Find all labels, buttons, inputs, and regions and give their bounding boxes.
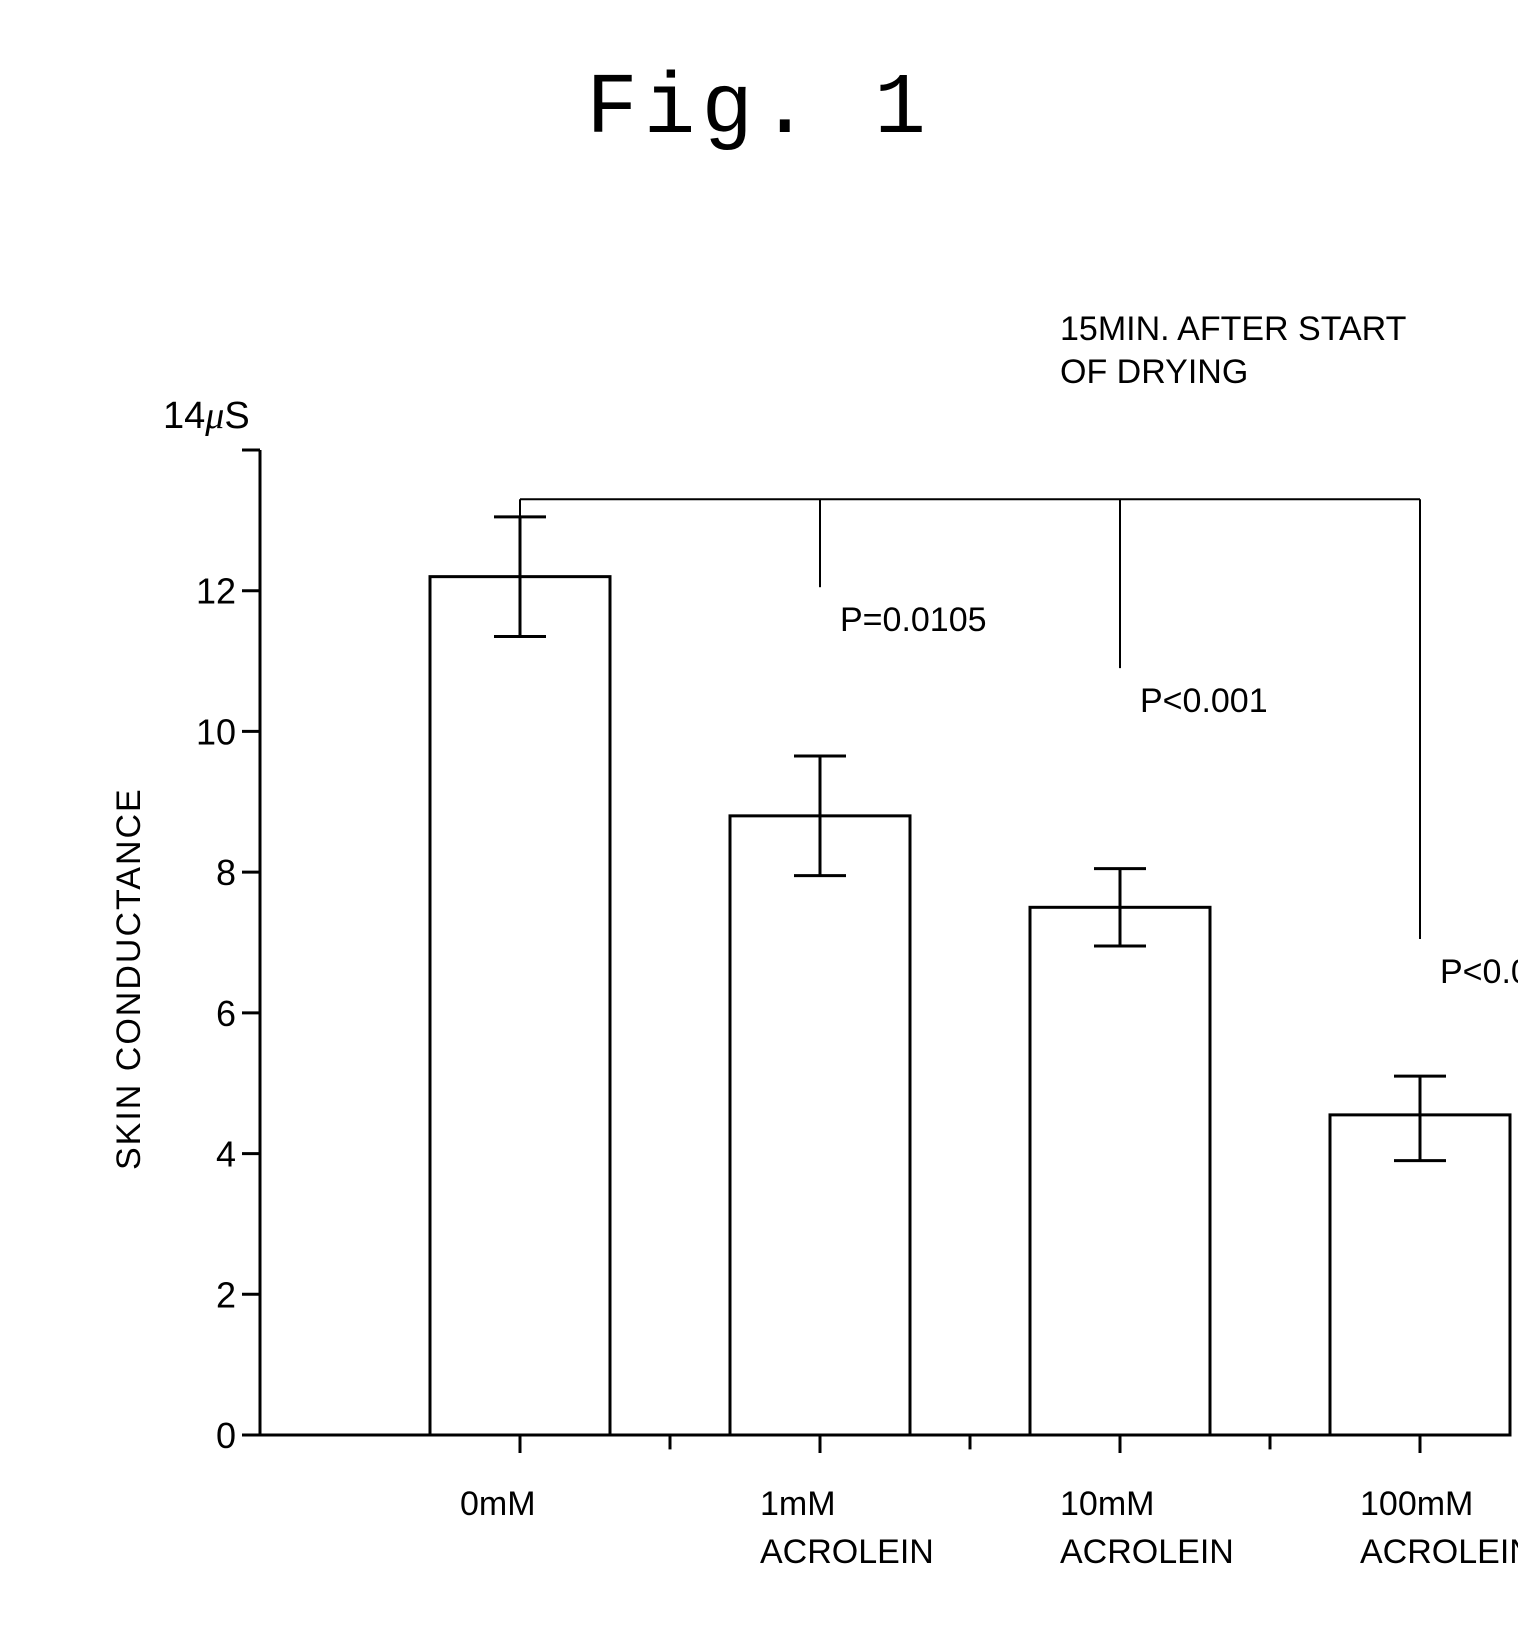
p-value-label: P<0.001 — [1140, 682, 1268, 720]
x-category-label: ACROLEIN — [760, 1533, 934, 1571]
y-tick-label: 2 — [216, 1274, 236, 1315]
bar — [1330, 1115, 1510, 1435]
bar-chart: 0 2 4 6 8 10 12 0mM 1mM ACROLEIN 10mM ACROLEIN 100mM… — [0, 0, 1518, 1645]
y-tick-label: 6 — [216, 993, 236, 1034]
bar — [730, 816, 910, 1435]
y-tick-label: 0 — [216, 1415, 236, 1456]
bar — [430, 577, 610, 1435]
y-tick-label: 12 — [196, 571, 236, 612]
p-value-label: P<0.001 — [1440, 953, 1518, 991]
y-tick-label: 8 — [216, 852, 236, 893]
x-category-label: 1mM — [760, 1485, 836, 1523]
x-category-label: 10mM — [1060, 1485, 1154, 1523]
y-tick-label: 10 — [196, 711, 236, 752]
x-category-label: 0mM — [460, 1485, 536, 1523]
x-category-label: ACROLEIN — [1360, 1533, 1518, 1571]
p-value-label: P=0.0105 — [840, 601, 987, 639]
y-tick-label: 4 — [216, 1134, 236, 1175]
x-category-label: ACROLEIN — [1060, 1533, 1234, 1571]
x-category-label: 100mM — [1360, 1485, 1473, 1523]
bar — [1030, 907, 1210, 1435]
